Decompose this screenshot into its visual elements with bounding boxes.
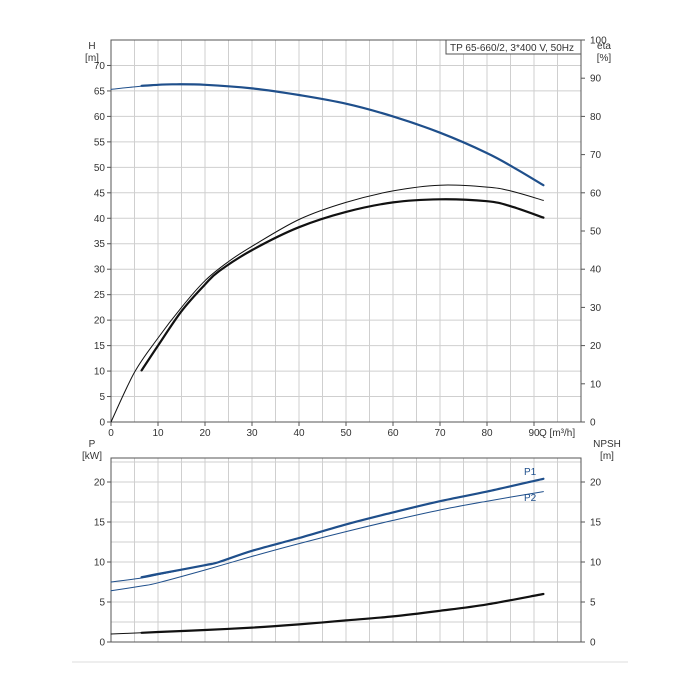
upper-left-tick-label: 15 [94,341,106,352]
npsh-axis-title: NPSH [593,439,621,450]
upper-x-tick-label: 0 [108,428,114,439]
lower-right-tick-label: 0 [590,638,596,649]
upper-left-tick-label: 45 [94,188,106,199]
upper-right-tick-label: 0 [590,418,596,429]
upper-ticks: 0 5 10 15 20 25 30 35 40 45 50 55 60 65 70 0 10 20 30 40 50 6… [94,36,607,440]
lower-curve-4 [140,592,545,634]
upper-right-tick-label: 60 [590,188,602,199]
lower-grid [111,458,581,642]
upper-right-tick-label: 50 [590,227,602,238]
upper-left-tick-label: 65 [94,86,106,97]
lower-right-tick-label: 5 [590,598,596,609]
upper-x-tick-label: 40 [293,428,305,439]
upper-right-tick-label: 100 [590,36,607,47]
upper-left-tick-label: 5 [99,392,105,403]
q-axis-title: Q [m³/h] [539,428,575,439]
lower-curve-1 [140,477,545,579]
lower-left-tick-label: 5 [99,598,105,609]
upper-right-tick-label: 30 [590,303,602,314]
lower-left-tick-label: 10 [94,558,106,569]
upper-grid [111,40,581,422]
upper-left-tick-label: 50 [94,163,106,174]
upper-right-tick-label: 80 [590,112,602,123]
lower-right-tick-label: 10 [590,558,602,569]
eta-axis-title: eta [597,41,611,52]
h-axis-title: H [88,41,95,52]
chart-title-box: TP 65-660/2, 3*400 V, 50Hz [445,39,582,55]
upper-left-tick-label: 20 [94,316,106,327]
upper-left-tick-label: 30 [94,265,106,276]
lower-left-tick-label: 0 [99,638,105,649]
lower-left-tick-label: 20 [94,478,106,489]
series-label-p2: P2 [524,493,537,504]
upper-x-tick-label: 50 [340,428,352,439]
upper-x-tick-label: 80 [481,428,493,439]
p-axis-unit: [kW] [82,451,102,462]
chart-title: TP 65-660/2, 3*400 V, 50Hz [450,43,574,54]
title-box-frame [445,39,582,55]
upper-left-tick-label: 40 [94,214,106,225]
lower-right-tick-label: 20 [590,478,602,489]
lower-plot-frame [110,457,582,643]
eta-axis-unit: [%] [597,53,612,64]
lower-right-tick-label: 15 [590,518,602,529]
upper-left-tick-label: 35 [94,239,106,250]
upper-left-tick-label: 25 [94,290,106,301]
upper-x-tick-label: 60 [387,428,399,439]
lower-left-tick-label: 15 [94,518,106,529]
upper-curve-1 [140,83,545,187]
upper-right-tick-label: 20 [590,341,602,352]
upper-x-tick-label: 90 [528,428,540,439]
lower-panel: 0 5 10 15 20 0 5 10 15 20 P [kW] NPSH [m] P1 P2 [82,439,621,649]
upper-left-tick-label: 70 [94,61,106,72]
upper-x-tick-label: 10 [152,428,164,439]
upper-x-tick-label: 20 [199,428,211,439]
upper-left-tick-label: 55 [94,137,106,148]
upper-curve-2 [110,184,544,423]
npsh-axis-unit: [m] [600,451,614,462]
lower-curves [110,477,545,635]
upper-curve-3 [140,198,545,372]
upper-right-tick-label: 40 [590,265,602,276]
upper-left-tick-label: 10 [94,367,106,378]
upper-right-tick-label: 10 [590,379,602,390]
upper-left-tick-label: 60 [94,112,106,123]
upper-panel: 0 5 10 15 20 25 30 35 40 45 50 55 60 65 70 0 10 20 30 40 50 6… [85,36,611,440]
p-axis-title: P [89,439,96,450]
upper-right-tick-label: 70 [590,150,602,161]
upper-curves [110,83,545,423]
upper-right-tick-label: 90 [590,74,602,85]
series-label-p1: P1 [524,467,537,478]
h-axis-unit: [m] [85,53,99,64]
lower-ticks: 0 5 10 15 20 0 5 10 15 20 [94,478,602,649]
upper-x-tick-label: 30 [246,428,258,439]
upper-left-tick-label: 0 [99,418,105,429]
lower-curve-3 [110,632,143,635]
upper-x-tick-label: 70 [434,428,446,439]
lower-curve-2 [110,491,544,592]
